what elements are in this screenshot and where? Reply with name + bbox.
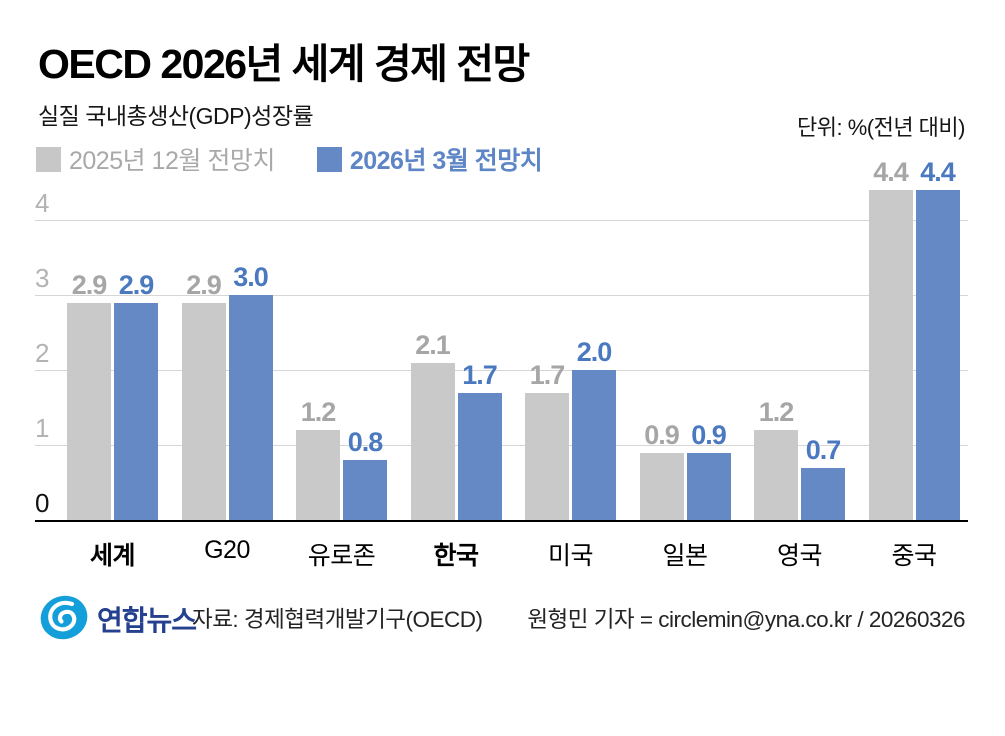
legend-swatch-blue: [316, 146, 342, 172]
yonhap-logo-icon: [38, 594, 90, 646]
gridline-y3: [35, 294, 968, 296]
x-axis-label-유로존: 유로존: [307, 542, 376, 570]
y-axis-tick-label: 1: [35, 413, 50, 443]
value-label-current-한국: 1.7: [462, 359, 498, 390]
bar-previous-일본: [639, 452, 684, 520]
x-axis-label-한국: 한국: [433, 542, 479, 570]
unit-label: 단위: %(전년 대비): [797, 115, 966, 140]
footer: 연합뉴스 자료: 경제협력개발기구(OECD) 원형민 기자 = circlem…: [0, 592, 1005, 642]
y-axis-tick-label: 4: [35, 188, 50, 218]
bar-current-G20: [228, 295, 273, 520]
bar-current-일본: [686, 452, 731, 520]
legend-label: 2025년 12월 전망치: [69, 147, 275, 175]
bar-previous-영국: [754, 430, 798, 520]
x-axis-label-중국: 중국: [891, 542, 937, 570]
legend-item: 2026년 3월 전망치: [316, 141, 543, 177]
x-axis-label-일본: 일본: [662, 542, 708, 570]
bar-previous-G20: [181, 302, 226, 520]
bar-previous-한국: [410, 362, 455, 520]
bar-previous-중국: [868, 190, 913, 520]
x-axis-label-G20: G20: [204, 536, 250, 564]
credit-text: 원형민 기자 = circlemin@yna.co.kr / 20260326: [527, 607, 965, 632]
bar-previous-세계: [67, 302, 111, 520]
gridline-y1: [35, 444, 968, 446]
value-label-current-영국: 0.7: [805, 434, 842, 465]
value-label-previous-한국: 2.1: [415, 329, 451, 360]
legend-label: 2026년 3월 전망치: [349, 147, 543, 175]
value-label-current-세계: 2.9: [118, 269, 155, 300]
value-label-previous-미국: 1.7: [529, 359, 566, 390]
value-label-previous-중국: 4.4: [873, 157, 909, 187]
bar-previous-유로존: [296, 430, 340, 520]
value-label-current-미국: 2.0: [576, 337, 613, 367]
bar-current-영국: [801, 467, 845, 520]
bar-current-세계: [114, 302, 158, 520]
value-label-previous-유로존: 1.2: [300, 397, 337, 427]
gridline-y4: [35, 219, 968, 221]
x-axis-label-영국: 영국: [776, 542, 823, 570]
bar-current-중국: [915, 190, 960, 520]
value-label-previous-일본: 0.9: [644, 419, 680, 450]
bar-current-한국: [457, 392, 502, 520]
legend-swatch-gray: [36, 146, 61, 172]
legend-item: 2025년 12월 전망치: [36, 141, 275, 177]
y-axis-tick-label: 3: [35, 263, 50, 293]
y-axis-tick-label: 2: [35, 338, 50, 368]
brand-name: 연합뉴스: [97, 605, 197, 636]
plot-area: 0 1 2 3 4 2.9 2.9 2.9 3.0 1.2 0.8 2.1 1.7 1.7 2.0 0.9 0.…: [35, 159, 968, 522]
value-label-previous-세계: 2.9: [71, 269, 108, 300]
value-label-current-유로존: 0.8: [347, 427, 384, 457]
value-label-current-중국: 4.4: [920, 157, 956, 187]
x-axis-labels: 세계 G20 유로존 한국 미국 일본 영국 중국: [0, 536, 1005, 570]
y-axis-tick-label: 0: [35, 488, 50, 518]
bar-current-유로존: [343, 460, 387, 520]
source-text: 자료: 경제협력개발기구(OECD): [192, 607, 483, 632]
x-axis-label-세계: 세계: [89, 542, 136, 570]
gridline-y2: [35, 369, 968, 371]
page-title: OECD 2026년 세계 경제 전망: [38, 41, 530, 87]
bar-previous-미국: [525, 392, 569, 520]
x-axis-label-미국: 미국: [547, 542, 594, 570]
value-label-current-일본: 0.9: [691, 419, 727, 450]
value-label-previous-영국: 1.2: [758, 397, 795, 427]
value-label-previous-G20: 2.9: [186, 269, 222, 300]
value-label-current-G20: 3.0: [233, 262, 269, 292]
page-subtitle: 실질 국내총생산(GDP)성장률: [38, 103, 314, 129]
legend: 2025년 12월 전망치 2026년 3월 전망치: [36, 145, 543, 175]
bar-current-미국: [572, 370, 616, 520]
